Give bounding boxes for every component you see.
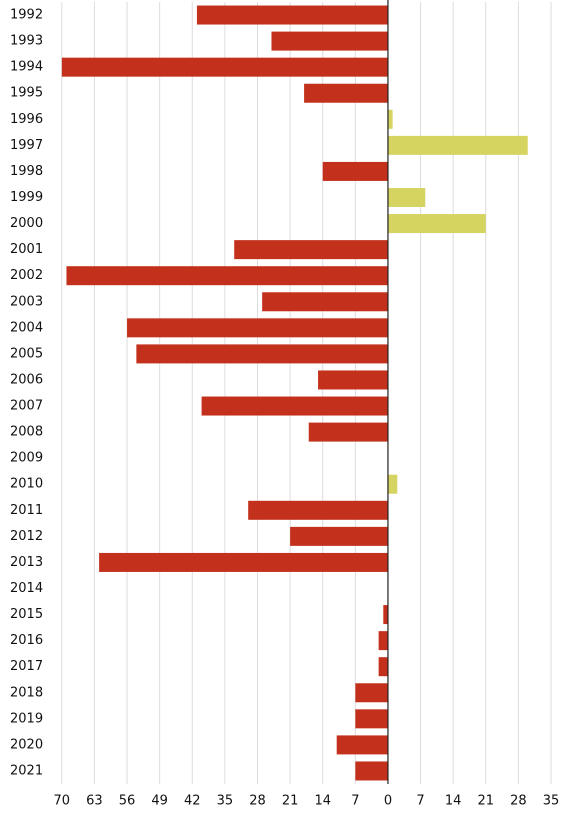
- bar: [99, 552, 388, 572]
- y-tick-label: 2006: [10, 372, 43, 387]
- y-tick-label: 2007: [10, 399, 43, 414]
- bar: [378, 657, 388, 677]
- x-tick-label: 21: [478, 794, 495, 809]
- y-tick-label: 1993: [10, 34, 43, 49]
- y-tick-label: 2020: [10, 737, 43, 752]
- y-tick-label: 2000: [10, 216, 43, 231]
- bar: [383, 605, 388, 625]
- y-tick-label: 2008: [10, 425, 43, 440]
- y-tick-label: 2012: [10, 529, 43, 544]
- y-tick-label: 1992: [10, 8, 43, 23]
- bar: [271, 31, 388, 51]
- bar: [304, 83, 388, 103]
- x-tick-label: 63: [86, 794, 103, 809]
- x-tick-label: 21: [282, 794, 299, 809]
- x-tick-label: 28: [249, 794, 266, 809]
- x-tick-label: 70: [54, 794, 71, 809]
- y-tick-label: 1996: [10, 112, 43, 127]
- x-tick-label: 14: [314, 794, 331, 809]
- bar: [387, 214, 486, 234]
- x-tick-label: 35: [543, 794, 560, 809]
- bar: [66, 266, 388, 286]
- y-tick-label: 2014: [10, 581, 43, 596]
- bar: [201, 396, 388, 416]
- bar: [322, 161, 388, 181]
- y-tick-label: 1995: [10, 86, 43, 101]
- bar: [262, 292, 388, 312]
- x-tick-label: 7: [351, 794, 359, 809]
- y-tick-label: 2013: [10, 555, 43, 570]
- x-tick-label: 35: [217, 794, 234, 809]
- x-tick-label: 49: [151, 794, 168, 809]
- x-tick-label: 0: [384, 794, 392, 809]
- bar: [127, 318, 388, 338]
- bar: [355, 761, 388, 781]
- y-tick-label: 2002: [10, 268, 43, 283]
- y-tick-label: 1997: [10, 138, 43, 153]
- x-tick-label: 56: [119, 794, 136, 809]
- y-tick-label: 2011: [10, 503, 43, 518]
- bar: [61, 57, 388, 77]
- bar: [136, 344, 388, 364]
- bar: [234, 240, 388, 260]
- bar: [308, 422, 388, 442]
- y-tick-label: 2010: [10, 477, 43, 492]
- x-tick-label: 28: [510, 794, 527, 809]
- x-tick-label: 14: [445, 794, 462, 809]
- y-tick-label: 2015: [10, 607, 43, 622]
- y-tick-label: 2003: [10, 294, 43, 309]
- y-tick-label: 2009: [10, 451, 43, 466]
- bar: [336, 735, 388, 755]
- y-tick-label: 2001: [10, 242, 43, 257]
- y-tick-label: 2021: [10, 763, 43, 778]
- bar: [290, 526, 388, 546]
- x-tick-label: 42: [184, 794, 201, 809]
- x-tick-label: 7: [416, 794, 424, 809]
- y-tick-label: 2004: [10, 320, 43, 335]
- y-tick-label: 2017: [10, 659, 43, 674]
- y-tick-label: 1994: [10, 60, 43, 75]
- bar: [196, 5, 388, 25]
- bar: [318, 370, 388, 390]
- bar: [387, 188, 426, 207]
- y-tick-label: 1998: [10, 164, 43, 179]
- bar: [378, 631, 388, 651]
- y-tick-label: 2019: [10, 711, 43, 726]
- bar: [355, 683, 388, 703]
- y-tick-label: 1999: [10, 190, 43, 205]
- bar: [355, 709, 388, 729]
- y-tick-label: 2016: [10, 633, 43, 648]
- y-tick-label: 2018: [10, 685, 43, 700]
- y-tick-label: 2005: [10, 346, 43, 361]
- bar: [387, 474, 398, 494]
- bar: [387, 135, 528, 155]
- bar: [248, 500, 388, 520]
- bar: [387, 109, 393, 129]
